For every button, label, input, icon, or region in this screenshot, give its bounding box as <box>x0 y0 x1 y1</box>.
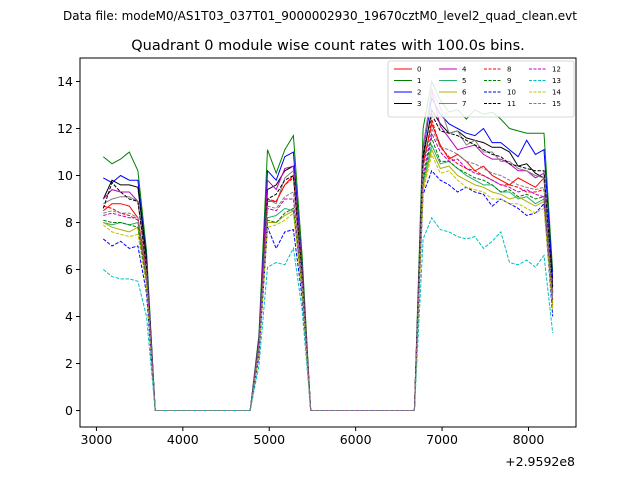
series-line-5 <box>103 143 554 411</box>
series-line-9 <box>103 136 554 411</box>
series-line-15 <box>103 126 554 411</box>
x-tick-label: 6000 <box>340 432 372 447</box>
series-line-10 <box>102 169 554 411</box>
x-offset-label: +2.9592e8 <box>505 454 575 469</box>
legend-label-4: 4 <box>462 66 467 74</box>
legend-label-1: 1 <box>417 77 421 85</box>
y-tick-label: 0 <box>65 403 73 418</box>
figure-suptitle: Data file: modeM0/AS1T03_037T01_90000029… <box>63 9 577 23</box>
legend-label-5: 5 <box>462 77 466 85</box>
legend-label-6: 6 <box>462 89 467 97</box>
legend-label-15: 15 <box>552 100 561 108</box>
series-line-6 <box>103 148 554 411</box>
y-tick-label: 14 <box>57 74 73 89</box>
series-line-13 <box>102 216 554 411</box>
y-tick-label: 6 <box>65 262 73 277</box>
x-tick-label: 3000 <box>81 432 113 447</box>
y-tick-label: 12 <box>57 121 73 136</box>
series-line-7 <box>103 86 554 411</box>
legend-label-3: 3 <box>417 100 421 108</box>
legend-label-9: 9 <box>507 77 511 85</box>
y-tick-label: 10 <box>57 168 73 183</box>
plot-area: 3000 4000 5000 6000 7000 80000246810121401234… <box>57 57 577 447</box>
legend-label-7: 7 <box>462 100 466 108</box>
legend-label-2: 2 <box>417 89 421 97</box>
series-line-14 <box>102 152 554 411</box>
x-tick-label: 7000 <box>426 432 458 447</box>
legend-label-11: 11 <box>507 100 516 108</box>
legend-box <box>387 60 575 118</box>
series-line-11 <box>102 112 554 411</box>
legend-label-13: 13 <box>552 77 561 85</box>
chart-title: Quadrant 0 module wise count rates with … <box>131 38 525 54</box>
y-tick-label: 4 <box>65 309 73 324</box>
x-tick-label: 8000 <box>513 432 545 447</box>
series-group <box>102 79 554 411</box>
legend-label-12: 12 <box>552 66 561 74</box>
legend-label-14: 14 <box>552 89 561 97</box>
y-tick-label: 8 <box>65 215 73 230</box>
legend-label-0: 0 <box>417 66 421 74</box>
series-line-2 <box>103 96 554 411</box>
legend-label-10: 10 <box>507 89 516 97</box>
axes-frame <box>79 57 577 428</box>
y-tick-label: 2 <box>65 356 73 371</box>
series-line-0 <box>102 122 554 411</box>
x-tick-label: 5000 <box>253 432 285 447</box>
series-line-4 <box>102 90 554 411</box>
series-line-8 <box>103 118 554 411</box>
legend-label-8: 8 <box>507 66 511 74</box>
x-tick-label: 4000 <box>167 432 199 447</box>
series-line-12 <box>103 131 554 411</box>
